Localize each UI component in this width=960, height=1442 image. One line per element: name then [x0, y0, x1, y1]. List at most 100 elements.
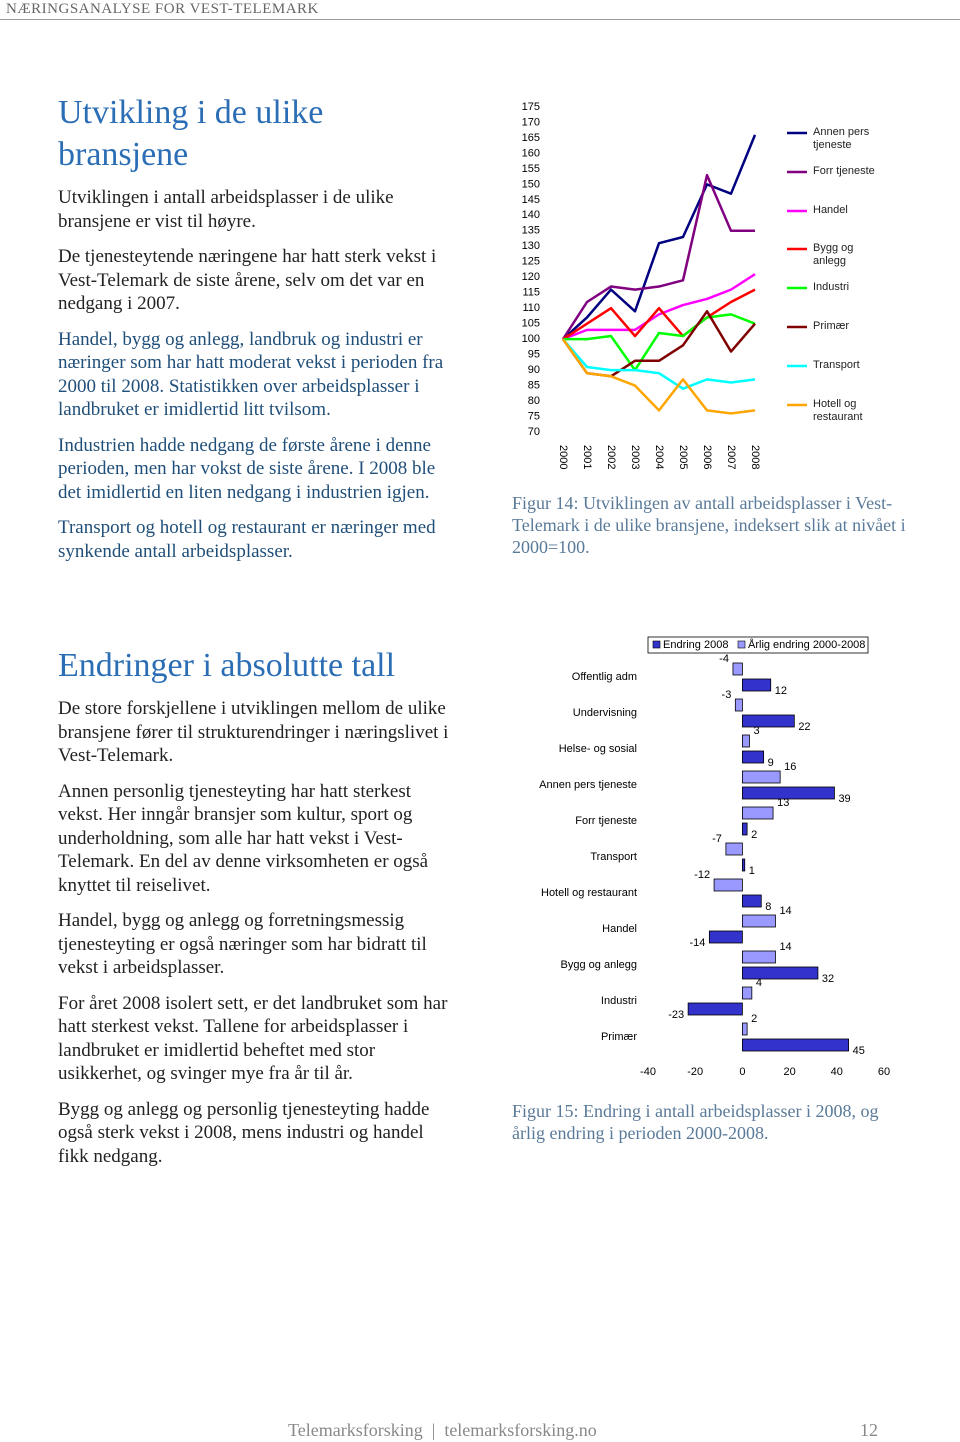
x-tick-label: -20 [687, 1066, 703, 1078]
legend-label: Årlig endring 2000-2008 [748, 638, 865, 651]
bar [741, 770, 781, 784]
bar [741, 734, 750, 748]
data-label: -3 [722, 689, 732, 701]
y-tick-label: Transport [590, 851, 637, 863]
series-line [562, 288, 756, 341]
y-tick-label: 135 [522, 225, 540, 237]
y-tick-label: 115 [522, 287, 540, 299]
bar [713, 878, 743, 892]
legend-item: Primær [787, 320, 881, 333]
legend-item: Bygg og anlegg [787, 242, 881, 268]
x-tick-label: 60 [878, 1066, 890, 1078]
x-tick-label: 2004 [653, 445, 665, 469]
series-line [562, 338, 756, 390]
y-tick-label: 160 [522, 147, 540, 159]
legend-label: Bygg og anlegg [813, 242, 854, 268]
legend-label: Endring 2008 [663, 639, 728, 651]
legend-swatch [787, 403, 807, 406]
y-tick-label: 95 [528, 349, 540, 361]
paragraph: Handel, bygg og anlegg, landbruk og indu… [58, 328, 444, 421]
figure-caption: Figur 15: Endring i antall arbeidsplasse… [512, 1101, 879, 1143]
y-tick-label: 145 [522, 194, 540, 206]
x-tick-label: -40 [640, 1066, 656, 1078]
section-title: Utvikling i de ulike bransjene [58, 94, 324, 173]
bar [741, 1022, 748, 1036]
x-tick-label: 2006 [701, 445, 713, 469]
legend-item: Annen pers tjeneste [787, 126, 881, 152]
bar [741, 1038, 849, 1052]
y-tick-label: 110 [522, 302, 540, 314]
y-tick-label: 85 [528, 379, 540, 391]
y-tick-label: 175 [522, 101, 540, 113]
legend-item: Hotell og restaurant [787, 398, 881, 424]
bar [741, 950, 776, 964]
line-chart: 70 75 80 85 90 95 100 105 110 115 120 125 130 135 140 1… [522, 101, 761, 470]
y-tick-label: Undervisning [573, 707, 637, 719]
data-label: 4 [756, 977, 762, 989]
x-tick-label: 20 [783, 1066, 795, 1078]
y-tick-label: 90 [528, 364, 540, 376]
legend-swatch [787, 325, 807, 329]
legend-item: Handel [787, 204, 881, 217]
y-tick-label: Offentlig adm [572, 671, 637, 683]
legend-label: Hotell og restaurant [813, 397, 863, 423]
section-title: Endringer i absolutte tall [58, 647, 396, 684]
y-tick-label: 165 [522, 132, 540, 144]
legend-label: Handel [813, 203, 848, 216]
data-label: -4 [719, 653, 729, 665]
legend-swatch [787, 286, 807, 290]
legend-label: Transport [813, 358, 860, 371]
data-label: 14 [779, 941, 791, 953]
y-tick-label: 150 [522, 178, 540, 190]
bar [741, 966, 819, 980]
bar [741, 678, 772, 692]
bar [741, 986, 753, 1000]
legend-item: Industri [787, 281, 881, 294]
x-tick-label: 40 [831, 1066, 843, 1078]
data-label: 13 [777, 797, 789, 809]
legend-swatch [787, 170, 807, 174]
bar [741, 786, 835, 800]
legend-swatch [652, 640, 661, 649]
y-tick-label: 155 [522, 163, 540, 175]
y-tick-label: Bygg og anlegg [561, 959, 637, 971]
figure-caption: Figur 14: Utviklingen av antall arbeidsp… [512, 493, 906, 557]
footer-url: telemarksforsking.no [444, 1420, 597, 1440]
section-2: Endringer i absolutte tall De store fors… [58, 645, 458, 1180]
paragraph: Annen personlig tjenesteyting har hatt s… [58, 780, 429, 896]
legend-label: Industri [813, 281, 850, 294]
header: NÆRINGSANALYSE FOR VEST-TELEMARK [0, 0, 960, 20]
series-line [561, 173, 755, 340]
footer-org: Telemarksforsking [288, 1420, 423, 1440]
data-label: 22 [798, 721, 810, 733]
section-1: Utvikling i de ulike bransjene Utvikling… [58, 92, 458, 575]
data-label: 45 [853, 1045, 865, 1057]
y-tick-label: 75 [528, 410, 540, 422]
legend-box [647, 636, 869, 654]
paragraph: De store forskjellene i utviklingen mell… [58, 698, 449, 766]
y-tick-label: 170 [522, 116, 540, 128]
paragraph: De tjenesteytende næringene har hatt ste… [58, 246, 437, 314]
x-tick-label: 2003 [629, 445, 641, 469]
y-tick-label: 130 [522, 240, 540, 252]
series-line [562, 134, 757, 341]
data-label: 2 [751, 829, 757, 841]
data-label: 39 [838, 793, 850, 805]
footer: Telemarksforsking | telemarksforsking.no [288, 1420, 597, 1440]
legend-item: Transport [787, 359, 881, 372]
x-tick-label: 2002 [605, 445, 617, 469]
paragraph: For året 2008 isolert sett, er det landb… [58, 992, 448, 1085]
y-tick-label: 100 [522, 333, 540, 345]
legend-label: Annen pers tjeneste [813, 126, 870, 151]
legend-swatch [787, 364, 807, 368]
bar-chart: Endring 2008 Årlig endring 2000-2008 -40 -2… [539, 636, 890, 1078]
data-label: 16 [784, 761, 796, 773]
data-label: 9 [768, 757, 774, 769]
bar [741, 914, 776, 928]
data-label: 14 [779, 905, 791, 917]
legend-label: Forr tjeneste [813, 164, 875, 177]
y-tick-label: 80 [528, 395, 540, 407]
y-tick-label: Annen pers tjeneste [539, 779, 637, 791]
